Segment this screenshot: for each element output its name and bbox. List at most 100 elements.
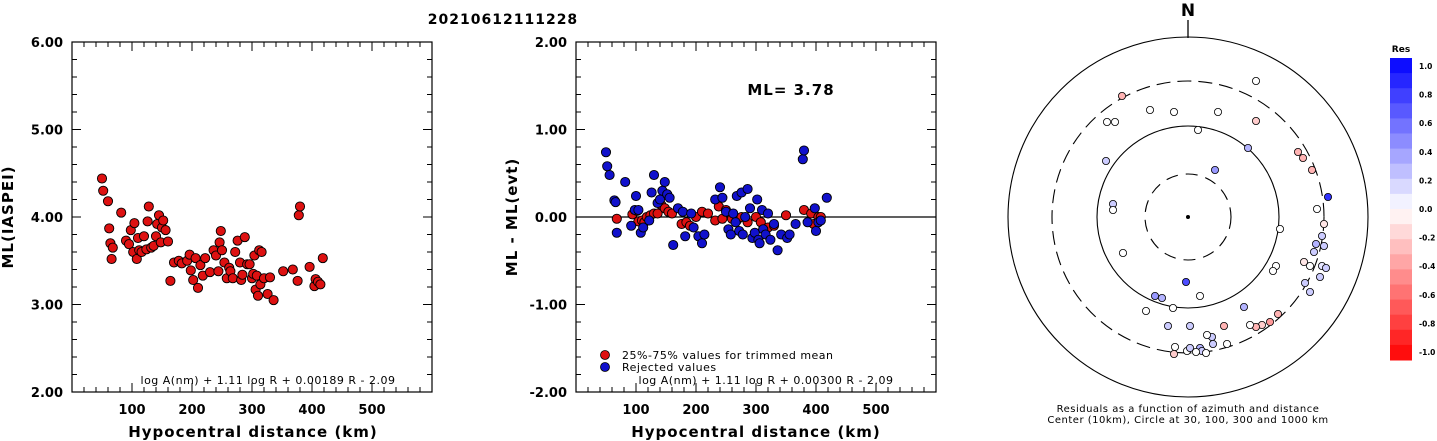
accepted-point — [116, 207, 127, 218]
accepted-point — [138, 231, 150, 242]
station-residual-point — [1170, 108, 1179, 117]
rejected-point — [668, 239, 679, 251]
x-tick-label: 400 — [298, 403, 325, 418]
rejected-point — [717, 192, 728, 203]
north-label: N — [1181, 1, 1195, 21]
station-residual-point — [1322, 263, 1331, 272]
legend: 25%-75% values for trimmed mean Rejected… — [600, 349, 834, 374]
station-residual-point — [1103, 118, 1112, 127]
rejected-point — [686, 208, 697, 219]
station-residual-point — [1164, 321, 1173, 330]
station-residual-point — [1313, 204, 1322, 213]
y-axis-label: ML(IASPEI) — [0, 165, 17, 268]
y-tick-label: 2.00 — [535, 36, 567, 51]
ml-iaspei-panel: 2.00 3.00 4.00 5.00 6.00 100 200 300 400 500 Hyp… — [0, 36, 433, 441]
rejected-point — [790, 218, 801, 230]
station-residual-point — [1209, 339, 1218, 348]
station-residual-point — [1142, 306, 1151, 315]
colorbar-tick-label: 0.6 — [1419, 119, 1432, 128]
accepted-point — [293, 210, 304, 221]
accepted-point — [244, 259, 255, 270]
caption-line-1: Residuals as a function of azimuth and d… — [1057, 404, 1320, 415]
accepted-point — [160, 225, 171, 236]
colorbar-cell — [1390, 284, 1412, 301]
x-tick-label: 400 — [802, 403, 829, 418]
rejected-point — [744, 203, 756, 214]
rejected-point — [677, 206, 688, 217]
rejected-point — [730, 217, 741, 228]
rejected-point — [699, 229, 710, 240]
ml-residual-panel: -2.00 -1.00 0.00 1.00 2.00 100 200 300 400 500 H… — [503, 36, 937, 441]
x-axis-label: Hypocentral distance (km) — [631, 423, 881, 441]
x-tick-label: 100 — [622, 403, 649, 418]
rejected-point — [602, 161, 613, 172]
accepted-point — [192, 282, 204, 293]
legend-accepted-label: 25%-75% values for trimmed mean — [622, 349, 834, 362]
y-tick-label: 3.00 — [31, 299, 63, 314]
station-residual-point — [1220, 321, 1229, 330]
station-residual-point — [1192, 347, 1201, 356]
station-points — [1102, 77, 1333, 358]
colorbar-cell — [1390, 239, 1412, 255]
center-point — [1186, 215, 1190, 219]
accepted-point — [227, 273, 238, 284]
accepted-point — [158, 215, 169, 226]
plot-frame — [71, 41, 433, 393]
colorbar-cell — [1390, 329, 1412, 346]
colorbar-tick-label: 0.4 — [1419, 148, 1432, 157]
y-tick-label: -1.00 — [530, 299, 567, 314]
station-residual-point — [1252, 77, 1261, 86]
station-residual-point — [1266, 317, 1275, 326]
station-residual-point — [1171, 342, 1180, 351]
station-residual-point — [1310, 247, 1319, 256]
rejected-point — [737, 229, 748, 240]
colorbar-cell — [1390, 314, 1412, 331]
rejected-point — [626, 220, 637, 231]
legend-accepted-marker — [600, 350, 610, 360]
accepted-point — [230, 246, 241, 258]
station-residual-point — [1214, 108, 1223, 117]
colorbar-tick-label: 0.2 — [1419, 176, 1432, 185]
accepted-point — [268, 295, 279, 306]
rejected-point — [604, 169, 615, 181]
station-residual-point — [1151, 291, 1160, 300]
station-residual-point — [1182, 277, 1191, 286]
accepted-point — [185, 265, 196, 276]
y-tick-label: -2.00 — [530, 386, 567, 401]
accepted-point — [98, 185, 109, 196]
rejected-point — [680, 231, 691, 242]
station-residual-point — [1274, 309, 1283, 318]
y-axis-label: ML - ML(evt) — [503, 158, 521, 276]
y-tick-label: 0.00 — [535, 211, 567, 226]
station-residual-point — [1186, 321, 1195, 330]
accepted-point — [143, 201, 154, 212]
colorbar-cell — [1390, 73, 1412, 89]
y-tick-label: 5.00 — [31, 124, 63, 139]
x-tick-label: 200 — [178, 403, 205, 418]
rejected-point — [633, 204, 644, 216]
rejected-point — [659, 176, 670, 188]
accepted-point — [123, 239, 135, 250]
colorbar-cell — [1390, 58, 1412, 74]
accepted-point — [652, 208, 663, 219]
colorbar-cell — [1390, 178, 1412, 195]
accepted-point — [106, 253, 117, 265]
formula-label: log A(nm) + 1.11 log R + 0.00300 R - 2.0… — [639, 374, 894, 387]
colorbar-tick-label: -0.6 — [1419, 291, 1435, 300]
colorbar-cell — [1390, 118, 1412, 134]
colorbar-cell — [1390, 163, 1412, 180]
station-residual-point — [1269, 266, 1278, 275]
accepted-point — [213, 266, 224, 277]
accepted-point — [107, 242, 118, 253]
station-residual-point — [1240, 302, 1249, 311]
colorbar-cell — [1390, 209, 1412, 225]
station-residual-point — [1146, 106, 1155, 115]
accepted-point — [215, 225, 226, 237]
accepted-point — [262, 288, 273, 300]
accepted-point — [278, 266, 289, 277]
station-residual-point — [1158, 293, 1167, 302]
x-tick-label: 200 — [682, 403, 709, 418]
accepted-point — [102, 196, 114, 207]
station-residual-point — [1320, 241, 1329, 250]
accepted-point — [239, 232, 250, 243]
